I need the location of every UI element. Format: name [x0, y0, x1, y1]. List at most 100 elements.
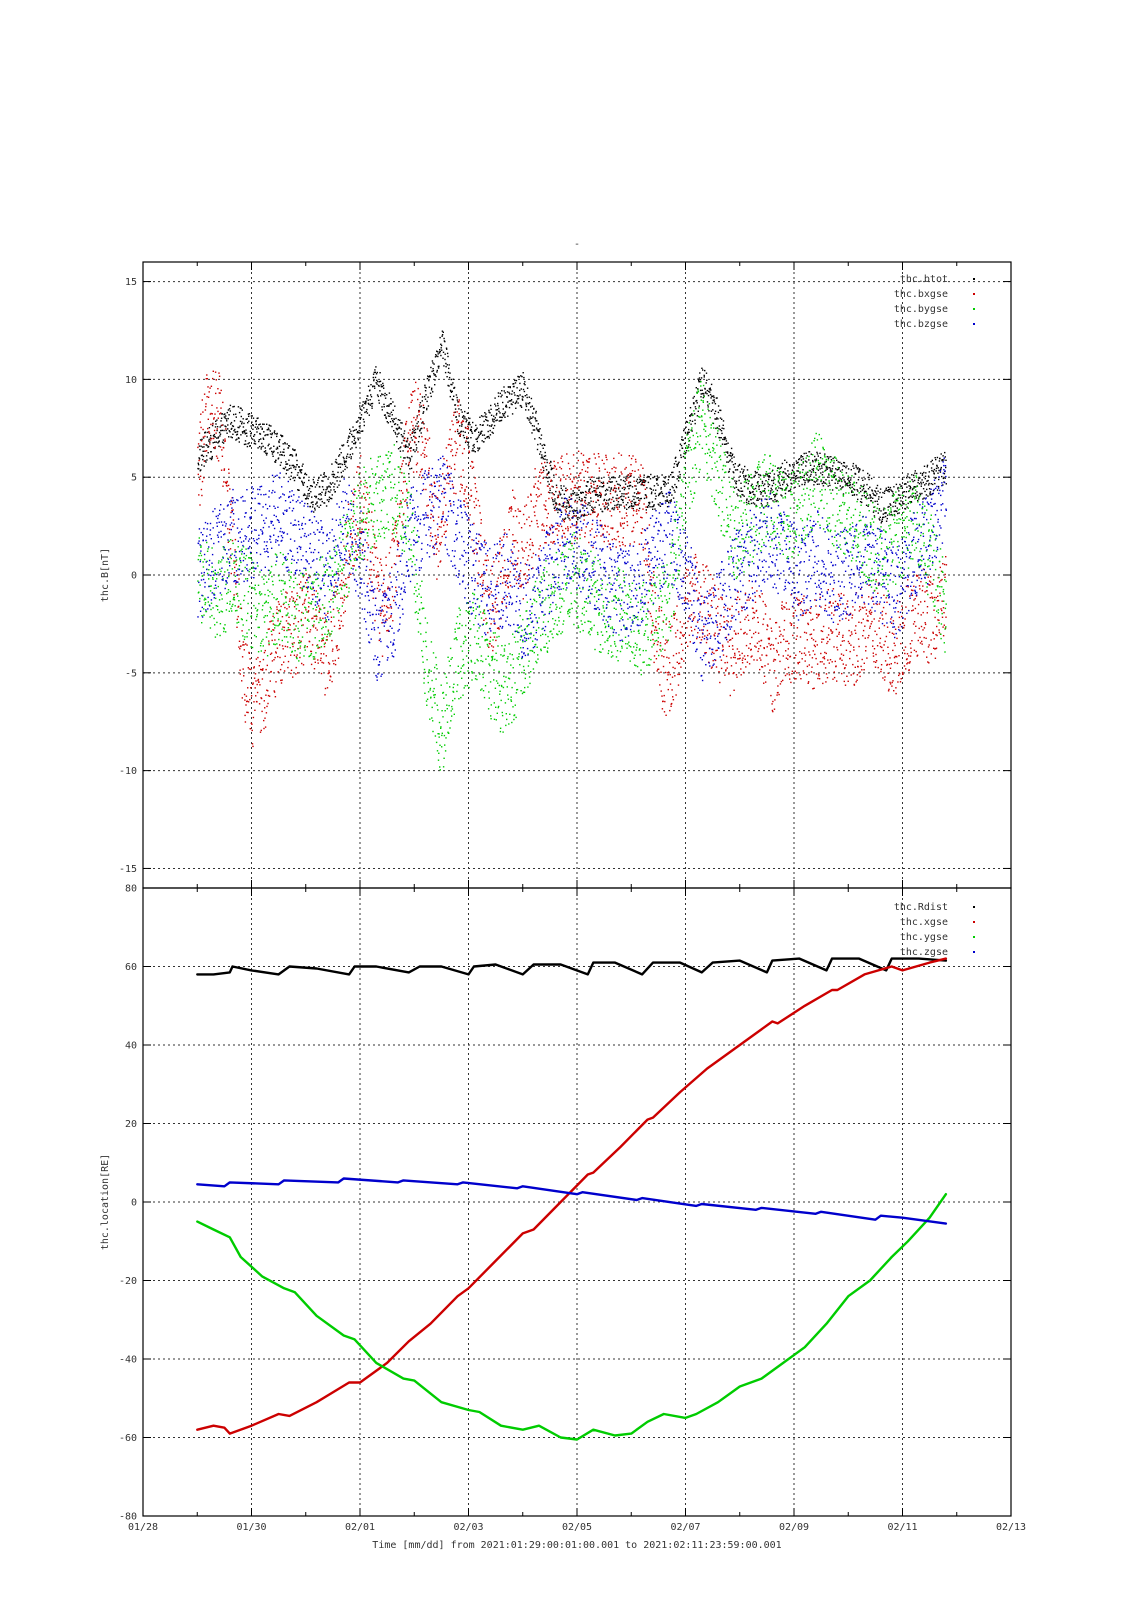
data-point [562, 530, 563, 531]
data-point [922, 475, 923, 476]
data-point [511, 393, 512, 394]
data-point [583, 492, 584, 493]
data-point [555, 506, 556, 507]
data-point [624, 468, 625, 469]
data-point [763, 601, 764, 602]
data-point [339, 625, 340, 626]
data-point [610, 490, 611, 491]
data-point [549, 484, 550, 485]
data-point [837, 636, 838, 637]
data-point [797, 599, 798, 600]
data-point [486, 420, 487, 421]
data-point [723, 607, 724, 608]
data-point [751, 503, 752, 504]
data-point [659, 610, 660, 611]
data-point [730, 695, 731, 696]
data-point [275, 460, 276, 461]
data-point [464, 416, 465, 417]
data-point [288, 617, 289, 618]
data-point [822, 474, 823, 475]
data-point [359, 425, 360, 426]
data-point [241, 423, 242, 424]
data-point [497, 409, 498, 410]
data-point [934, 469, 935, 470]
data-point [640, 517, 641, 518]
data-point [815, 472, 816, 473]
data-point [851, 674, 852, 675]
data-point [341, 452, 342, 453]
data-point [627, 502, 628, 503]
data-point [531, 501, 532, 502]
data-point [432, 496, 433, 497]
data-point [654, 485, 655, 486]
data-point [268, 644, 269, 645]
data-point [502, 567, 503, 568]
data-point [816, 458, 817, 459]
data-point [377, 394, 378, 395]
data-point [753, 494, 754, 495]
data-point [203, 477, 204, 478]
data-point [907, 481, 908, 482]
data-point [736, 483, 737, 484]
data-point [850, 477, 851, 478]
data-point [396, 436, 397, 437]
data-point [590, 497, 591, 498]
data-point [902, 488, 903, 489]
data-point [442, 491, 443, 492]
data-point [892, 506, 893, 507]
data-point [906, 491, 907, 492]
data-point [464, 411, 465, 412]
data-point [417, 451, 418, 452]
data-point [517, 563, 518, 564]
data-point [463, 493, 464, 494]
data-point [460, 434, 461, 435]
data-point [449, 377, 450, 378]
data-point [404, 430, 405, 431]
data-point [278, 442, 279, 443]
data-point [308, 498, 309, 499]
data-point [876, 660, 877, 661]
data-point [437, 529, 438, 530]
data-point [206, 450, 207, 451]
data-point [547, 486, 548, 487]
data-point [849, 658, 850, 659]
data-point [232, 437, 233, 438]
data-point [854, 489, 855, 490]
data-point [407, 457, 408, 458]
data-point [762, 483, 763, 484]
data-point [488, 590, 489, 591]
data-point [330, 599, 331, 600]
data-point [529, 422, 530, 423]
data-point [266, 454, 267, 455]
data-point [804, 480, 805, 481]
data-point [282, 616, 283, 617]
data-point [812, 619, 813, 620]
data-point [329, 499, 330, 500]
data-point [293, 623, 294, 624]
data-point [480, 535, 481, 536]
data-point [868, 635, 869, 636]
data-point [771, 628, 772, 629]
data-point [778, 642, 779, 643]
data-point [231, 428, 232, 429]
data-point [430, 376, 431, 377]
data-point [759, 595, 760, 596]
data-point [722, 439, 723, 440]
data-point [764, 488, 765, 489]
data-point [802, 598, 803, 599]
data-point [239, 641, 240, 642]
data-point [633, 515, 634, 516]
data-point [298, 490, 299, 491]
data-point [937, 466, 938, 467]
data-point [305, 609, 306, 610]
data-point [461, 431, 462, 432]
data-point [692, 421, 693, 422]
data-point [262, 668, 263, 669]
data-point [401, 490, 402, 491]
data-point [361, 531, 362, 532]
data-point [634, 485, 635, 486]
data-point [625, 493, 626, 494]
data-point [388, 607, 389, 608]
data-point [267, 665, 268, 666]
data-point [487, 436, 488, 437]
